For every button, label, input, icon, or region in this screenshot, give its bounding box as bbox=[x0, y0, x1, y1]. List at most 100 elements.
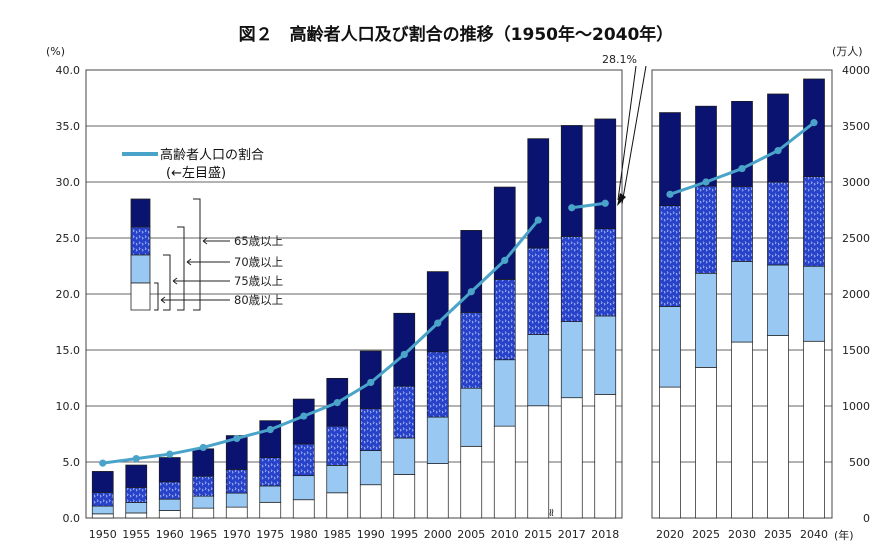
bar-segment-70-74 bbox=[192, 475, 215, 497]
bar-segment-65-69 bbox=[594, 118, 617, 229]
bar-segment-75-79 bbox=[560, 321, 583, 399]
right-axis-unit: (万人) bbox=[832, 45, 863, 58]
legend-bracket-80 bbox=[154, 282, 159, 311]
x-tick-label: 2005 bbox=[457, 528, 485, 541]
bar-segment-75-79 bbox=[91, 505, 114, 515]
bar-segment-75-79 bbox=[326, 465, 349, 494]
right-tick-label: 2000 bbox=[842, 288, 870, 301]
x-tick-label: 1950 bbox=[89, 528, 117, 541]
ratio-point bbox=[99, 459, 107, 467]
left-tick-label: 15.0 bbox=[56, 344, 81, 357]
bar-segment-80plus bbox=[731, 341, 753, 519]
bar-segment-70-74 bbox=[659, 205, 681, 307]
ratio-point bbox=[568, 204, 576, 212]
ratio-line bbox=[99, 119, 818, 467]
bar-segment-65-69 bbox=[731, 101, 753, 187]
bar-segment-75-79 bbox=[767, 264, 789, 336]
bar-segment-80plus bbox=[225, 506, 248, 519]
bar-segment-65-69 bbox=[560, 125, 583, 237]
ratio-point bbox=[367, 378, 375, 387]
bar-segment-75-79 bbox=[426, 416, 449, 464]
bar-segment-65-69 bbox=[91, 471, 114, 493]
bar-segment-80plus bbox=[125, 512, 148, 519]
callout-arrow bbox=[621, 65, 647, 205]
bar-segment-65-69 bbox=[803, 78, 825, 177]
bar-segment-70-74 bbox=[326, 425, 349, 466]
left-tick-label: 5.0 bbox=[63, 456, 81, 469]
bar-segment-70-74 bbox=[91, 492, 114, 507]
ratio-point bbox=[166, 450, 174, 458]
bar-segment-80plus bbox=[326, 492, 349, 519]
legend-line-label: 高齢者人口の割合 bbox=[160, 147, 264, 163]
legend-bracket-65 bbox=[193, 198, 201, 311]
bar-segment-70-74 bbox=[767, 181, 789, 266]
bar-segment-80plus bbox=[493, 425, 516, 519]
right-tick-label: 500 bbox=[849, 456, 870, 469]
stacked-bars bbox=[91, 78, 825, 519]
chart-title: 図２ 高齢者人口及び割合の推移（1950年～2040年） bbox=[239, 24, 674, 45]
ratio-point bbox=[774, 147, 782, 155]
legend-swatch-70-74 bbox=[130, 226, 151, 256]
ratio-point bbox=[601, 199, 609, 207]
bar-segment-70-74 bbox=[292, 443, 315, 477]
bar-segment-70-74 bbox=[426, 351, 449, 418]
x-tick-label: 2018 bbox=[591, 528, 619, 541]
bar-segment-80plus bbox=[158, 510, 181, 519]
x-tick-label: 1985 bbox=[323, 528, 351, 541]
legend-line-note: (←左目盛) bbox=[166, 166, 226, 181]
x-tick-label: 1970 bbox=[223, 528, 251, 541]
right-tick-label: 1000 bbox=[842, 400, 870, 413]
bar-segment-75-79 bbox=[158, 498, 181, 511]
ratio-point bbox=[266, 425, 274, 434]
bar-segment-80plus bbox=[527, 405, 550, 519]
legend-bracket-70 bbox=[177, 226, 185, 311]
bar-segment-70-74 bbox=[393, 385, 416, 439]
x-tick-label: 2015 bbox=[524, 528, 552, 541]
legend-label-65: 65歳以上 bbox=[234, 234, 283, 248]
bar-segment-75-79 bbox=[803, 265, 825, 342]
bar-segment-70-74 bbox=[259, 457, 282, 487]
bar-segment-75-79 bbox=[594, 315, 617, 395]
legend-swatch-80plus bbox=[130, 282, 151, 311]
bar-segment-80plus bbox=[594, 394, 617, 519]
bar-segment-65-69 bbox=[125, 464, 148, 488]
bar-segment-70-74 bbox=[731, 186, 753, 262]
x-tick-label: 1960 bbox=[156, 528, 184, 541]
left-tick-label: 25.0 bbox=[56, 232, 81, 245]
bar-segment-75-79 bbox=[659, 306, 681, 388]
legend-arrow-65 bbox=[202, 237, 230, 245]
bar-segment-75-79 bbox=[731, 261, 753, 343]
x-tick-label: 1965 bbox=[189, 528, 217, 541]
left-tick-label: 35.0 bbox=[56, 120, 81, 133]
legend-label-80: 80歳以上 bbox=[234, 293, 283, 307]
right-tick-label: 3000 bbox=[842, 176, 870, 189]
legend-label-75: 75歳以上 bbox=[234, 274, 283, 288]
bar-segment-70-74 bbox=[803, 176, 825, 267]
bar-segment-65-69 bbox=[292, 398, 315, 445]
x-tick-label: 2017 bbox=[558, 528, 586, 541]
bar-segment-65-69 bbox=[659, 112, 681, 206]
bar-segment-80plus bbox=[259, 501, 282, 519]
bar-segment-75-79 bbox=[527, 334, 550, 407]
x-tick-label: 2040 bbox=[800, 528, 828, 541]
bar-segment-75-79 bbox=[225, 492, 248, 508]
legend-swatch-65-69 bbox=[130, 198, 151, 228]
bar-segment-75-79 bbox=[460, 387, 483, 447]
legend-label-70: 70歳以上 bbox=[234, 255, 283, 269]
legend-swatch-75-79 bbox=[130, 254, 151, 284]
legend-arrow-75 bbox=[172, 277, 230, 285]
bar-segment-80plus bbox=[292, 499, 315, 519]
x-tick-label: 2035 bbox=[764, 528, 792, 541]
right-tick-label: 4000 bbox=[842, 64, 870, 77]
right-tick-label: 3500 bbox=[842, 120, 870, 133]
ratio-point bbox=[333, 399, 341, 407]
bar-segment-70-74 bbox=[493, 279, 516, 361]
bar-segment-65-69 bbox=[192, 448, 215, 477]
ratio-point bbox=[300, 412, 308, 420]
ratio-point bbox=[810, 119, 818, 127]
bar-segment-80plus bbox=[359, 484, 382, 519]
ratio-point bbox=[132, 455, 140, 463]
ratio-point bbox=[501, 256, 509, 264]
right-tick-label: 0 bbox=[863, 512, 870, 525]
